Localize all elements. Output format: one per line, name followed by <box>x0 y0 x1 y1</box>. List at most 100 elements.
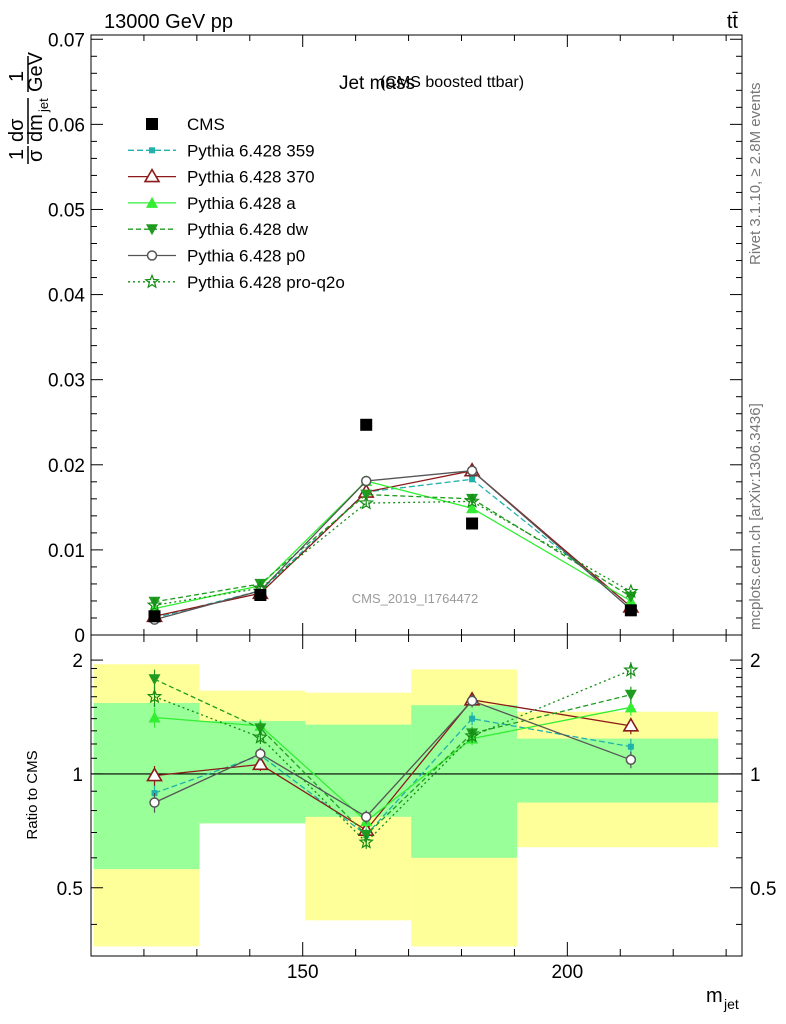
legend-marker <box>146 196 158 208</box>
legend-marker <box>146 224 158 236</box>
ylabel-one-b: 1 <box>6 71 28 82</box>
ratio-series-group <box>146 662 640 849</box>
ratio-series-point <box>625 754 637 766</box>
x-axis-label: m jet <box>706 985 739 1012</box>
data-point <box>254 589 267 601</box>
legend-label: Pythia 6.428 pro-q2o <box>187 273 345 292</box>
main-series-point <box>466 502 479 514</box>
ratio-series-point <box>622 717 640 732</box>
main-series-point <box>358 494 374 510</box>
legend-label: CMS <box>187 115 225 134</box>
main-series-point <box>464 493 480 508</box>
main-series-point <box>469 476 476 483</box>
main-series-line <box>154 493 632 603</box>
ratio-axis-ticks: 0.5 0.5 1 1 2 2 150 200 <box>57 634 776 983</box>
legend-label: Pythia 6.428 dw <box>187 220 309 239</box>
main-series-point <box>466 465 478 476</box>
main-series-point <box>254 578 267 590</box>
legend-label: Pythia 6.428 a <box>187 194 296 213</box>
ratio-series-point <box>466 695 478 707</box>
main-ytick-label: 0.04 <box>48 286 85 307</box>
data-point <box>360 418 373 431</box>
rivet-label: Rivet 3.1.10, ≥ 2.8M events <box>747 83 764 266</box>
main-ytick-label: 0 <box>74 626 85 647</box>
ratio-ytick-label: 2 <box>72 651 83 672</box>
data-point <box>466 517 479 530</box>
data-point <box>624 604 637 617</box>
legend-label: Pythia 6.428 359 <box>187 141 315 160</box>
ratio-ytick-label: 1 <box>72 765 83 786</box>
ratio-band-inner <box>93 703 200 870</box>
ylabel-dm: dm <box>25 114 47 142</box>
ratio-ytick-label: 0.5 <box>57 879 83 900</box>
legend-marker <box>146 250 158 261</box>
ratio-band-inner <box>411 705 518 858</box>
ylabel-gev: GeV <box>25 51 47 92</box>
ratio-series-point <box>148 711 161 723</box>
ratio-y-axis-label: Ratio to CMS <box>24 750 41 839</box>
main-ytick-label: 0.05 <box>48 200 85 221</box>
legend-marker <box>143 168 161 183</box>
main-subtitle: (CMS boosted ttbar) <box>380 74 524 91</box>
ratio-ytick-label-right: 1 <box>750 765 761 786</box>
main-ytick-label: 0.02 <box>48 456 85 477</box>
data-point <box>148 610 161 623</box>
xlabel-m: m <box>706 985 723 1007</box>
legend-marker <box>146 118 158 130</box>
ratio-xtick-label: 200 <box>551 962 583 983</box>
ratio-series-point <box>469 715 476 722</box>
main-series-point <box>360 475 372 487</box>
ylabel-jet-sub: jet <box>36 98 51 113</box>
ratio-series-point <box>255 748 266 760</box>
ratio-series-point <box>148 674 161 686</box>
ratio-xtick-label: 150 <box>287 962 319 983</box>
legend-label: Pythia 6.428 p0 <box>187 247 305 266</box>
ratio-bands <box>91 664 742 947</box>
legend-label: Pythia 6.428 370 <box>187 168 315 187</box>
watermark: CMS_2019_I1764472 <box>352 591 479 606</box>
main-series-line <box>154 500 632 606</box>
ylabel-sigma: σ <box>25 149 47 162</box>
main-ytick-label: 0.01 <box>48 541 85 562</box>
energy-label: 13000 GeV pp <box>104 11 233 33</box>
main-panel: 0 0.01 0.02 0.03 0.04 0.05 0.06 0.07 Jet mass (… <box>6 30 743 647</box>
ratio-series-point <box>146 688 163 704</box>
ylabel-dsigma: dσ <box>6 118 28 142</box>
main-ytick-label: 0.03 <box>48 371 85 392</box>
main-ytick-label: 0.07 <box>48 30 85 51</box>
ratio-band-inner <box>305 724 412 817</box>
legend: CMS Pythia 6.428 359 Pythia 6.428 370 Pythi… <box>128 115 345 292</box>
ratio-band-inner <box>517 738 719 803</box>
main-series-group <box>146 418 640 625</box>
ratio-series-point <box>149 797 160 808</box>
ratio-series-point <box>624 689 637 701</box>
main-ytick-label: 0.06 <box>48 115 85 136</box>
ratio-ytick-label-right: 0.5 <box>750 879 776 900</box>
ratio-series-point <box>146 766 163 782</box>
ratio-series-point <box>251 755 269 771</box>
main-series-point <box>148 596 161 608</box>
main-series-point <box>623 583 639 599</box>
ratio-frame <box>90 634 743 957</box>
ratio-panel: 0.5 0.5 1 1 2 2 150 200 Ratio to CMS m jet <box>24 634 776 1012</box>
ratio-series-point <box>360 811 372 823</box>
ylabel-one-a: 1 <box>6 149 28 160</box>
legend-marker <box>144 273 160 289</box>
ratio-series-point <box>252 729 269 744</box>
xlabel-jet-sub: jet <box>723 996 739 1012</box>
mcplots-label: mcplots.cern.ch [arXiv:1306.3436] <box>747 403 764 630</box>
ratio-series-point <box>624 701 637 713</box>
ratio-ytick-label-right: 2 <box>750 651 761 672</box>
legend-marker <box>149 147 155 154</box>
main-y-axis-label: 1 σ dσ dm jet 1 GeV <box>6 51 51 164</box>
main-title: Jet mass <box>339 73 415 94</box>
ratio-series-point <box>623 662 639 677</box>
main-series-point <box>146 597 163 612</box>
ratio-series-point <box>627 743 634 750</box>
ratio-band-inner <box>199 721 306 824</box>
ratio-series-point <box>464 727 480 743</box>
ratio-series-line <box>154 669 632 844</box>
process-label: tt̄ <box>727 11 739 33</box>
ratio-series-point <box>254 723 267 735</box>
